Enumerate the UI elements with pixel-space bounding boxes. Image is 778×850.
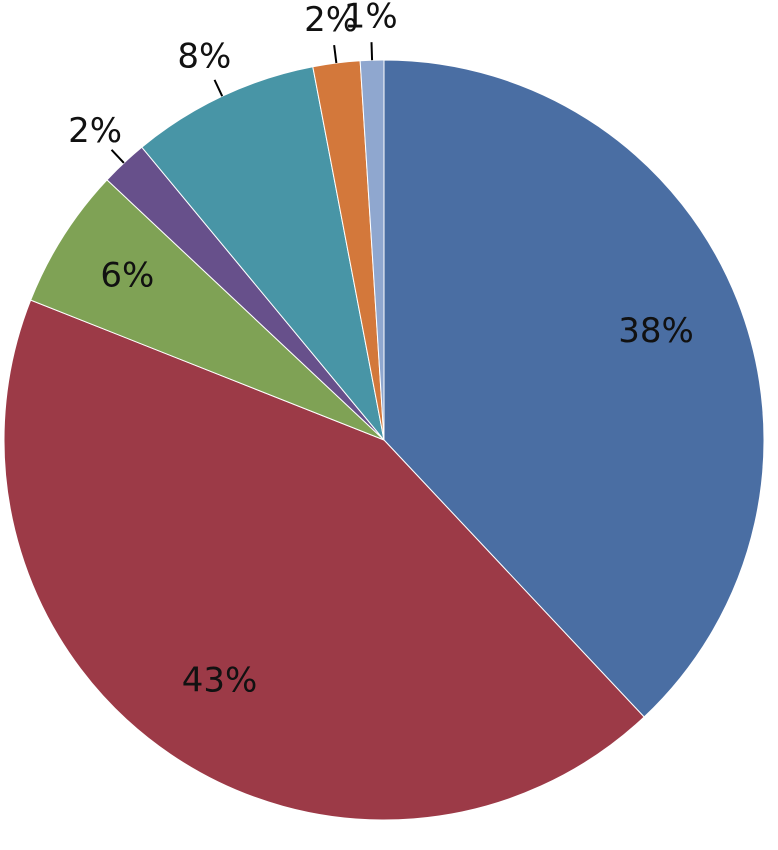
data-label: 2% [304,0,358,40]
data-label: 1% [344,0,398,37]
leader-line [333,45,338,64]
data-label: 6% [100,256,154,296]
leader-line [370,42,374,61]
data-label: 38% [618,311,694,351]
leader-line [213,79,224,97]
data-label: 2% [68,111,122,151]
pie-slice [141,66,385,441]
leader-line [110,149,125,164]
data-label: 8% [177,37,231,77]
pie-slice [30,179,385,441]
data-label: 43% [182,661,258,701]
pie-slice [383,59,765,718]
pie-slice [3,299,645,821]
